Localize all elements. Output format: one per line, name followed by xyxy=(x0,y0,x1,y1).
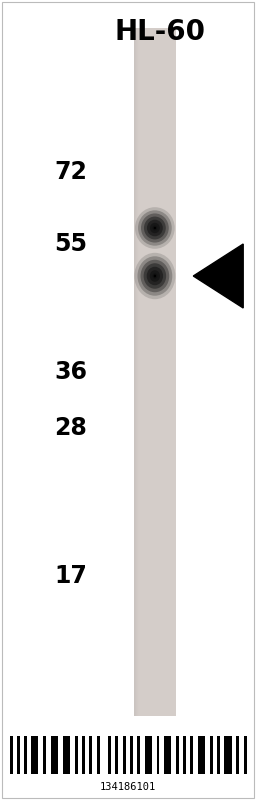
Ellipse shape xyxy=(150,270,160,282)
Bar xyxy=(210,736,212,774)
Bar xyxy=(89,736,92,774)
Text: 36: 36 xyxy=(54,360,87,384)
Bar xyxy=(142,28,143,716)
Text: 17: 17 xyxy=(54,564,87,588)
Bar xyxy=(136,28,137,716)
Bar xyxy=(134,28,176,716)
Ellipse shape xyxy=(141,214,169,242)
Bar xyxy=(143,28,144,716)
Text: 55: 55 xyxy=(54,232,87,256)
Bar xyxy=(164,736,171,774)
Ellipse shape xyxy=(147,266,163,286)
Ellipse shape xyxy=(144,217,166,239)
Ellipse shape xyxy=(144,263,166,289)
Bar xyxy=(140,28,141,716)
Text: 134186101: 134186101 xyxy=(100,782,156,792)
Bar xyxy=(115,736,118,774)
Ellipse shape xyxy=(153,226,157,230)
Bar xyxy=(24,736,27,774)
Bar xyxy=(217,736,220,774)
Bar xyxy=(123,736,125,774)
Bar xyxy=(236,736,239,774)
Ellipse shape xyxy=(138,210,172,246)
Bar xyxy=(134,28,135,716)
Bar xyxy=(139,28,140,716)
Bar xyxy=(137,736,140,774)
Text: 72: 72 xyxy=(54,160,87,184)
Bar xyxy=(63,736,70,774)
Ellipse shape xyxy=(147,220,163,236)
Bar xyxy=(183,736,186,774)
Ellipse shape xyxy=(135,207,175,249)
Bar xyxy=(17,736,20,774)
Bar xyxy=(156,736,159,774)
Bar xyxy=(144,28,145,716)
Bar xyxy=(176,736,179,774)
Bar xyxy=(97,736,100,774)
Bar xyxy=(190,736,193,774)
Ellipse shape xyxy=(141,260,169,292)
Bar xyxy=(108,736,111,774)
Bar xyxy=(135,28,136,716)
Bar xyxy=(137,28,138,716)
Bar xyxy=(145,736,152,774)
Bar xyxy=(51,736,58,774)
Ellipse shape xyxy=(154,226,156,230)
Bar xyxy=(43,736,46,774)
Ellipse shape xyxy=(152,274,157,278)
Bar xyxy=(145,28,146,716)
Bar xyxy=(130,736,133,774)
Ellipse shape xyxy=(154,274,156,278)
Bar xyxy=(138,28,139,716)
Text: HL-60: HL-60 xyxy=(114,18,205,46)
Bar xyxy=(146,28,147,716)
Bar xyxy=(141,28,142,716)
Bar xyxy=(244,736,247,774)
Ellipse shape xyxy=(134,253,175,299)
Ellipse shape xyxy=(137,256,172,296)
Ellipse shape xyxy=(150,222,160,234)
Bar xyxy=(198,736,205,774)
Bar xyxy=(224,736,232,774)
Bar xyxy=(75,736,78,774)
Polygon shape xyxy=(193,244,243,308)
Bar xyxy=(147,28,148,716)
Text: 28: 28 xyxy=(54,416,87,440)
Bar xyxy=(82,736,85,774)
Bar xyxy=(31,736,38,774)
Bar xyxy=(10,736,13,774)
